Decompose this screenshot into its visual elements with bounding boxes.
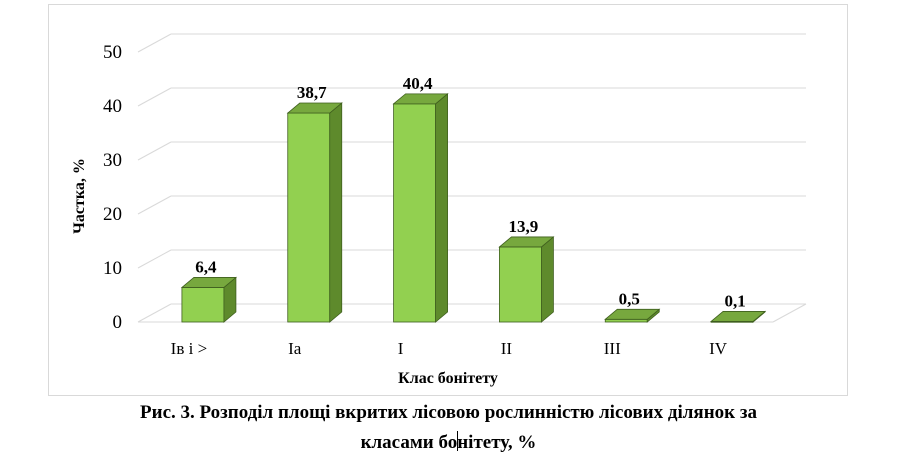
data-label: 38,7 — [297, 83, 327, 102]
bar — [498, 236, 555, 323]
bar-side — [541, 236, 554, 323]
x-tick-label: I — [398, 339, 404, 358]
x-tick-label: IV — [709, 339, 728, 358]
bar — [709, 310, 767, 323]
y-axis-title: Частка, % — [71, 158, 88, 234]
bars — [180, 92, 767, 323]
data-label: 13,9 — [509, 217, 539, 236]
data-label: 0,5 — [619, 289, 640, 308]
bar-top — [498, 236, 555, 248]
bar-side — [329, 102, 343, 323]
gridline-depth — [137, 87, 172, 107]
bar-top — [709, 311, 767, 322]
y-tick-label: 20 — [103, 204, 122, 225]
bar-front — [287, 112, 331, 323]
gridline-depth — [137, 141, 172, 161]
gridline-depth — [137, 195, 172, 215]
data-labels: 6,4 38,7 40,4 13,9 0,5 0,1 — [195, 74, 745, 311]
data-label: 0,1 — [724, 291, 745, 310]
bar-top — [392, 93, 449, 105]
bar-top — [180, 277, 238, 288]
y-tick-label: 30 — [103, 150, 122, 171]
figure-caption: Рис. 3. Розподіл площі вкритих лісовою р… — [0, 398, 897, 458]
data-label: 40,4 — [403, 74, 433, 93]
gridline-depth — [137, 33, 172, 53]
bar-chart: 0 10 20 30 40 50 6,4 38,7 40,4 13,9 0,5 0,1 Iв і >… — [71, 33, 807, 387]
x-tick-label: III — [604, 339, 621, 358]
data-label: 6,4 — [195, 257, 217, 276]
y-tick-label: 40 — [103, 96, 122, 117]
bar-side — [435, 92, 448, 323]
bar-front — [604, 318, 648, 323]
x-tick-label: II — [501, 339, 513, 358]
bar-front — [181, 287, 225, 323]
x-tick-labels: Iв і > Ia I II III IV — [171, 339, 728, 358]
x-tick-label: Ia — [288, 339, 302, 358]
gridlines — [137, 33, 807, 323]
caption-line-2-start: класами бо — [360, 432, 458, 453]
bar — [392, 92, 449, 323]
caption-line-2: класами бонітету, % — [0, 428, 897, 458]
floor-edge — [772, 303, 807, 323]
bar-front — [393, 103, 436, 323]
bar-top — [604, 308, 661, 320]
gridline-depth — [137, 303, 172, 323]
text-cursor — [456, 431, 458, 451]
y-tick-label: 0 — [113, 312, 123, 333]
bar-front — [499, 246, 542, 323]
chart-frame — [48, 4, 848, 396]
y-tick-label: 50 — [103, 42, 122, 63]
y-tick-label: 10 — [103, 258, 122, 279]
caption-line-1: Рис. 3. Розподіл площі вкритих лісовою р… — [140, 402, 757, 423]
x-tick-label: Iв і > — [171, 339, 208, 358]
bar — [180, 276, 238, 323]
x-axis-title: Клас бонітету — [398, 370, 498, 387]
bar — [604, 308, 661, 323]
gridline-depth — [137, 249, 172, 269]
bar-top — [286, 102, 343, 114]
bar — [286, 102, 343, 323]
caption-line-2-end: нітету, % — [457, 432, 537, 453]
y-tick-labels: 0 10 20 30 40 50 — [103, 42, 122, 333]
